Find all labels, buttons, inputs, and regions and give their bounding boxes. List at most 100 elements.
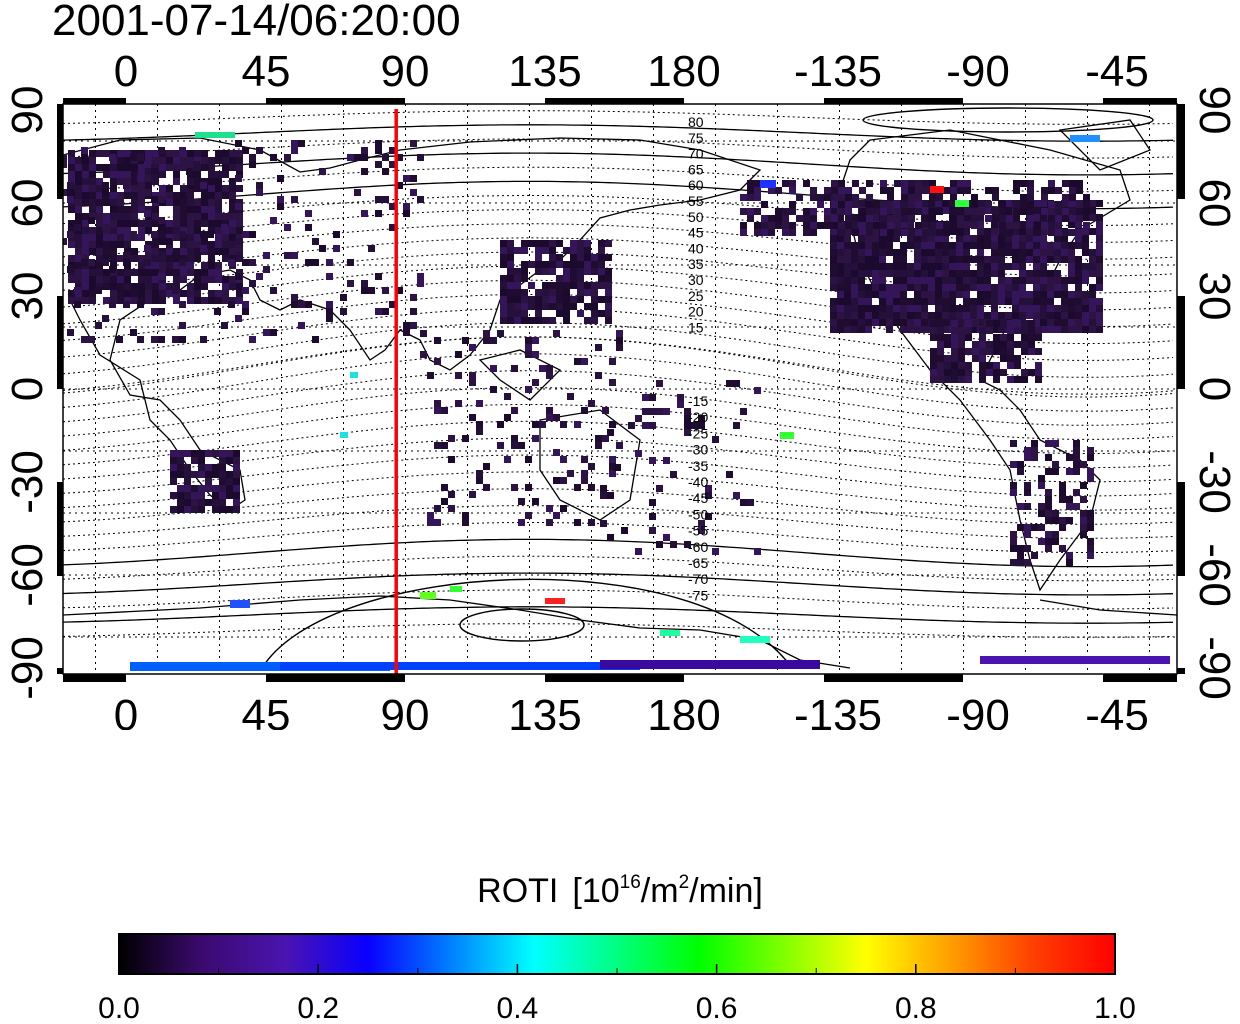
roti-pixel: [984, 277, 991, 284]
roti-pixel: [1068, 221, 1075, 228]
roti-pixel: [89, 297, 96, 304]
roti-pixel: [1087, 468, 1094, 475]
roti-pixel: [1007, 362, 1014, 369]
roti-pixel: [577, 296, 584, 303]
roti-pixel: [616, 330, 623, 337]
roti-pixel: [1000, 341, 1007, 348]
roti-pixel: [984, 228, 991, 235]
magnetic-latitude-contour: [63, 237, 1174, 277]
roti-pixel: [1040, 326, 1047, 333]
magnetic-latitude-label: -70: [688, 571, 708, 587]
roti-pixel: [609, 463, 616, 470]
roti-pixel: [1089, 214, 1096, 221]
roti-pixel: [1076, 215, 1083, 222]
roti-pixel: [152, 192, 159, 199]
roti-pixel: [1068, 305, 1075, 312]
roti-pixel: [396, 182, 403, 189]
roti-pixel: [67, 329, 74, 336]
roti-pixel: [1061, 319, 1068, 326]
roti-pixel: [963, 263, 970, 270]
roti-pixel: [298, 140, 305, 147]
roti-pixel: [598, 282, 605, 289]
roti-pixel: [1035, 327, 1042, 334]
roti-pixel: [929, 208, 936, 215]
roti-pixel: [858, 270, 865, 277]
roti-pixel: [88, 336, 95, 343]
roti-pixel: [375, 210, 382, 217]
roti-pixel: [528, 317, 535, 324]
roti-pixel: [103, 297, 110, 304]
roti-pixel: [361, 154, 368, 161]
roti-pixel: [591, 282, 598, 289]
roti-pixel: [1019, 228, 1026, 235]
roti-pixel: [103, 164, 110, 171]
roti-pixel: [236, 269, 243, 276]
roti-pixel: [747, 208, 754, 215]
roti-pixel: [616, 442, 623, 449]
roti-pixel: [434, 442, 441, 449]
roti-pixel: [740, 222, 747, 229]
roti-pixel: [1068, 270, 1075, 277]
roti-pixel: [159, 192, 166, 199]
roti-pixel: [789, 208, 796, 215]
roti-pixel: [117, 178, 124, 185]
roti-pixel: [166, 157, 173, 164]
roti-pixel: [194, 248, 201, 255]
roti-pixel: [935, 263, 942, 270]
roti-pixel: [928, 312, 935, 319]
roti-pixel: [151, 336, 158, 343]
roti-pixel: [340, 432, 348, 438]
roti-pixel: [532, 351, 539, 358]
roti-pixel: [235, 238, 242, 245]
roti-pixel: [1026, 305, 1033, 312]
roti-pixel: [993, 320, 1000, 327]
roti-pixel: [280, 662, 640, 670]
roti-pixel: [138, 290, 145, 297]
roti-pixel: [831, 215, 838, 222]
roti-pixel: [684, 408, 691, 415]
roti-pixel: [542, 282, 549, 289]
roti-pixel: [528, 296, 535, 303]
left-latitude-label: 0: [3, 377, 52, 401]
roti-pixel: [179, 147, 186, 154]
roti-pixel: [208, 157, 215, 164]
roti-pixel: [574, 358, 581, 365]
roti-pixel: [1073, 489, 1080, 496]
roti-pixel: [194, 276, 201, 283]
roti-pixel: [999, 201, 1006, 208]
roti-pixel: [614, 464, 621, 471]
roti-pixel: [581, 470, 588, 477]
roti-pixel: [1027, 215, 1034, 222]
roti-pixel: [936, 194, 943, 201]
roti-pixel: [963, 291, 970, 298]
roti-pixel: [63, 154, 67, 161]
roti-pixel: [497, 442, 504, 449]
roti-pixel: [166, 255, 173, 262]
roti-pixel: [236, 157, 243, 164]
roti-pixel: [563, 268, 570, 275]
roti-pixel: [837, 284, 844, 291]
roti-pixel: [880, 229, 887, 236]
roti-pixel: [999, 215, 1006, 222]
roti-pixel: [928, 270, 935, 277]
roti-pixel: [350, 372, 358, 378]
roti-pixel: [1045, 454, 1052, 461]
roti-pixel: [184, 492, 191, 499]
roti-pixel: [1013, 180, 1020, 187]
roti-pixel: [184, 471, 191, 478]
roti-pixel: [1035, 376, 1042, 383]
roti-pixel: [998, 249, 1005, 256]
roti-pixel: [158, 231, 165, 238]
roti-pixel: [1040, 214, 1047, 221]
roti-pixel: [368, 245, 375, 252]
roti-pixel: [837, 326, 844, 333]
roti-pixel: [187, 269, 194, 276]
roti-pixel: [1080, 496, 1087, 503]
roti-pixel: [137, 301, 144, 308]
roti-pixel: [1033, 214, 1040, 221]
roti-pixel: [775, 215, 782, 222]
right-latitude-label: 0: [1190, 377, 1239, 401]
roti-pixel: [298, 301, 305, 308]
magnetic-latitude-contour: [63, 522, 1174, 553]
roti-pixel: [194, 206, 201, 213]
